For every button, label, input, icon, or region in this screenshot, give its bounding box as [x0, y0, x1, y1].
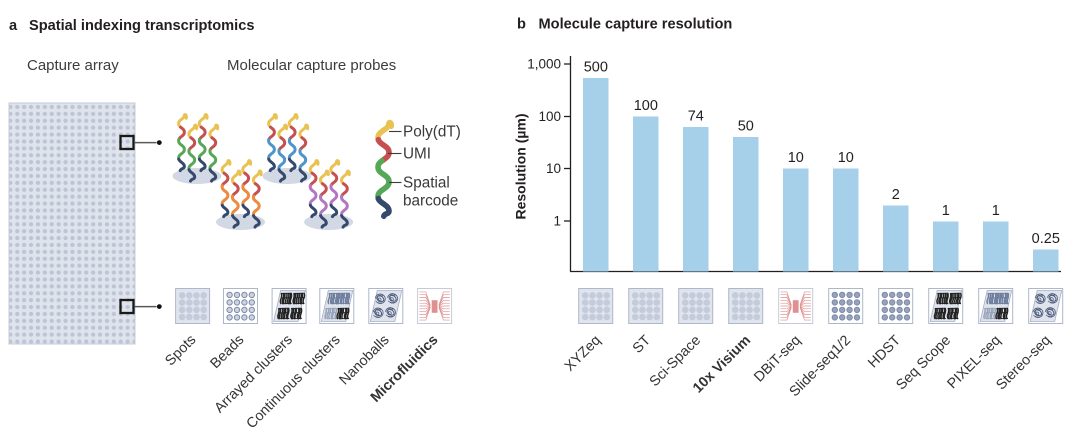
svg-text:a: a — [9, 18, 18, 34]
svg-text:barcode: barcode — [403, 193, 458, 210]
svg-text:74: 74 — [688, 109, 704, 125]
svg-text:100: 100 — [634, 98, 658, 114]
svg-text:UMI: UMI — [403, 146, 431, 163]
svg-text:1,000: 1,000 — [527, 57, 561, 72]
svg-text:1: 1 — [553, 214, 561, 229]
svg-text:50: 50 — [738, 119, 754, 135]
svg-text:Capture array: Capture array — [27, 57, 119, 74]
svg-text:1: 1 — [992, 203, 1000, 219]
svg-text:10: 10 — [546, 161, 561, 176]
svg-text:10: 10 — [788, 150, 804, 166]
svg-text:Molecule capture resolution: Molecule capture resolution — [539, 17, 733, 33]
svg-text:500: 500 — [584, 60, 608, 76]
svg-text:2: 2 — [892, 187, 900, 203]
svg-text:10: 10 — [838, 150, 854, 166]
svg-text:Spatial indexing transcriptomi: Spatial indexing transcriptomics — [29, 18, 254, 34]
svg-text:1: 1 — [942, 203, 950, 219]
svg-text:Spatial: Spatial — [403, 175, 450, 192]
svg-text:0.25: 0.25 — [1032, 231, 1060, 247]
svg-text:Molecular capture probes: Molecular capture probes — [227, 57, 396, 74]
svg-text:Resolution (µm): Resolution (µm) — [513, 113, 529, 219]
svg-text:Poly(dT): Poly(dT) — [403, 124, 461, 141]
svg-text:b: b — [517, 17, 526, 33]
svg-text:100: 100 — [538, 109, 561, 124]
